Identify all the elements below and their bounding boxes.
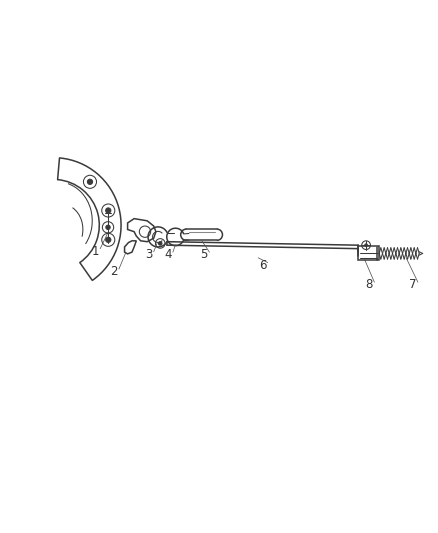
Circle shape [106, 208, 111, 213]
Bar [358, 246, 379, 261]
Circle shape [159, 241, 162, 245]
Circle shape [87, 179, 92, 184]
Circle shape [365, 244, 367, 246]
Circle shape [106, 237, 111, 243]
Text: 1: 1 [91, 245, 99, 258]
Text: 6: 6 [259, 259, 266, 272]
Text: 7: 7 [409, 278, 417, 291]
Circle shape [106, 225, 110, 230]
Text: 8: 8 [365, 278, 373, 291]
Text: 3: 3 [145, 248, 152, 261]
Text: 5: 5 [201, 248, 208, 261]
Text: 2: 2 [110, 265, 117, 278]
Text: 4: 4 [164, 248, 171, 261]
